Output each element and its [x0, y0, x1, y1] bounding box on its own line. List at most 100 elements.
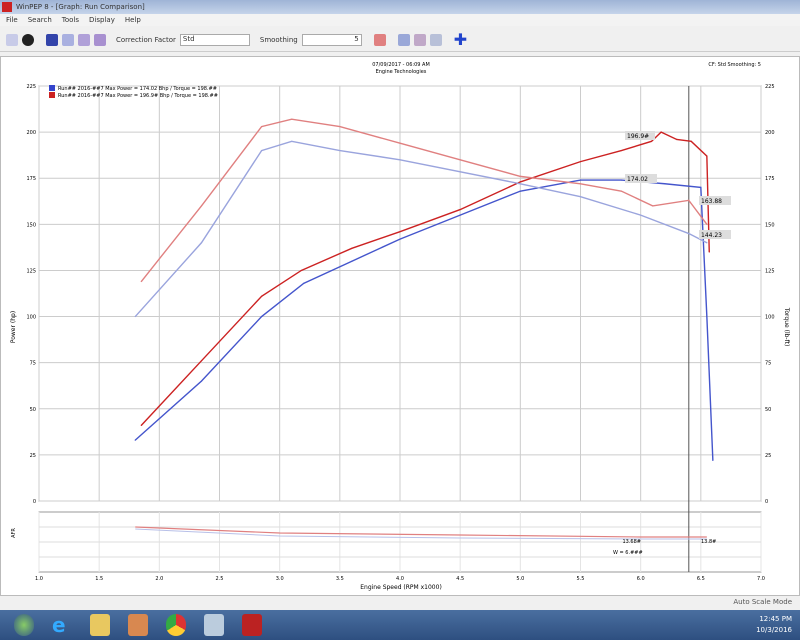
afr-axis-label: AFR — [11, 528, 17, 538]
point-blue-power — [712, 459, 714, 462]
point-red-power — [676, 138, 678, 141]
point-red-torque — [140, 280, 142, 283]
point-blue-power — [700, 186, 702, 189]
point-blue-torque — [134, 315, 136, 318]
point-red-torque — [688, 199, 690, 201]
y2-tick-label: 200 — [765, 130, 775, 136]
y-tick-label: 100 — [26, 315, 36, 321]
print-icon[interactable] — [413, 33, 426, 46]
y-tick-label: 0 — [33, 499, 36, 505]
point-blue-power — [579, 179, 582, 181]
point-blue-torque — [339, 149, 341, 152]
point-blue-power — [459, 214, 461, 216]
label-blue-power: 174.02 — [627, 176, 648, 183]
series-red-power — [140, 131, 710, 426]
start-icon[interactable] — [14, 614, 34, 636]
x-tick-label: 5.0 — [516, 576, 524, 582]
media-icon[interactable] — [128, 614, 148, 636]
point-red-power — [300, 269, 302, 272]
point-red-torque — [706, 223, 708, 225]
taskbar: e 12:45 PM 10/3/2016 — [0, 610, 800, 640]
point-blue-torque — [519, 183, 521, 185]
zoom-icon[interactable] — [397, 33, 410, 46]
x-tick-label: 1.5 — [95, 576, 103, 582]
left-axis-label: Power (hp) — [10, 311, 17, 343]
legend-swatch-blue — [49, 85, 55, 91]
menu-search[interactable]: Search — [27, 16, 52, 24]
graph2-icon[interactable] — [62, 33, 74, 46]
x-tick-label: 5.5 — [577, 576, 585, 582]
y2-tick-label: 75 — [765, 361, 771, 367]
x-tick-label: 2.0 — [155, 576, 163, 582]
point-blue-torque — [399, 159, 401, 161]
notepad-icon[interactable] — [204, 614, 224, 636]
x-tick-label: 2.5 — [216, 576, 224, 582]
y-tick-label: 175 — [26, 176, 36, 182]
y2-tick-label: 100 — [765, 315, 775, 321]
menu-display[interactable]: Display — [89, 16, 115, 24]
label-blue-torque: 144.23 — [701, 232, 722, 239]
chart-header-2: Engine Technologies — [376, 69, 427, 75]
y-tick-label: 225 — [26, 84, 36, 90]
point-red-power — [200, 360, 203, 362]
afr-delta: W = 6.### — [613, 550, 643, 556]
point-red-torque — [291, 118, 293, 120]
crosshair-icon[interactable]: ✚ — [453, 29, 468, 49]
point-blue-power — [303, 282, 305, 284]
graph-icon[interactable] — [46, 33, 58, 46]
graph3-icon[interactable] — [78, 33, 90, 46]
x-tick-label: 3.5 — [336, 576, 344, 582]
point-red-power — [351, 247, 353, 249]
legend-entry-blue: Run## 2016-##7 Max Power = 174.02 Bhp / … — [58, 86, 217, 92]
y2-tick-label: 0 — [765, 499, 768, 505]
series-blue-power — [134, 179, 714, 461]
afr-label-2: 13.8# — [701, 539, 716, 545]
point-blue-power — [351, 260, 353, 262]
app-icon — [2, 2, 12, 12]
label-red-power: 196.9# — [627, 133, 649, 140]
y2-tick-label: 25 — [765, 453, 771, 459]
point-red-power — [706, 155, 708, 157]
point-blue-power — [200, 380, 203, 382]
point-red-power — [620, 149, 623, 152]
clear-icon[interactable] — [373, 33, 386, 46]
afr-label-1: 13.68# — [622, 539, 641, 545]
toolbar: Correction Factor Std Smoothing 5 ✚ — [0, 28, 800, 52]
chrome-icon[interactable] — [166, 614, 186, 636]
ie-icon[interactable]: e — [52, 613, 66, 637]
graph4-icon[interactable] — [94, 33, 106, 46]
menu-tools[interactable]: Tools — [61, 16, 80, 24]
dyno-graph[interactable]: 07/09/2017 - 06:09 AM Engine Technologie… — [0, 56, 800, 596]
smoothing-input[interactable]: 5 — [301, 33, 362, 46]
point-blue-torque — [200, 242, 203, 244]
point-blue-torque — [688, 232, 690, 235]
scale-mode: Auto Scale Mode — [733, 598, 792, 606]
x-tick-label: 7.0 — [757, 576, 765, 582]
point-red-power — [399, 231, 401, 233]
x-tick-label: 1.0 — [35, 576, 43, 582]
point-blue-power — [664, 183, 666, 185]
point-red-power — [650, 140, 653, 142]
y-tick-label: 150 — [26, 222, 36, 228]
point-blue-power — [706, 315, 708, 318]
point-blue-power — [519, 190, 521, 192]
point-blue-torque — [640, 214, 642, 216]
x-tick-label: 6.5 — [697, 576, 705, 582]
point-red-torque — [620, 190, 623, 192]
point-red-power — [579, 161, 582, 163]
correction-select[interactable]: Std — [179, 33, 250, 46]
menu-help[interactable]: Help — [124, 16, 141, 24]
status-bar: Auto Scale Mode — [0, 598, 800, 610]
point-red-torque — [399, 142, 401, 144]
export-icon[interactable] — [429, 33, 442, 46]
point-red-power — [459, 208, 461, 211]
winpep-icon[interactable] — [242, 614, 262, 636]
open-icon[interactable] — [6, 33, 18, 46]
color-icon[interactable] — [22, 33, 34, 46]
menu-file[interactable]: File — [6, 16, 18, 24]
point-blue-torque — [579, 196, 582, 198]
point-red-power — [140, 424, 142, 426]
legend-swatch-red — [49, 92, 55, 98]
x-axis-label: Engine Speed (RPM x1000) — [360, 584, 442, 591]
explorer-icon[interactable] — [90, 614, 110, 636]
